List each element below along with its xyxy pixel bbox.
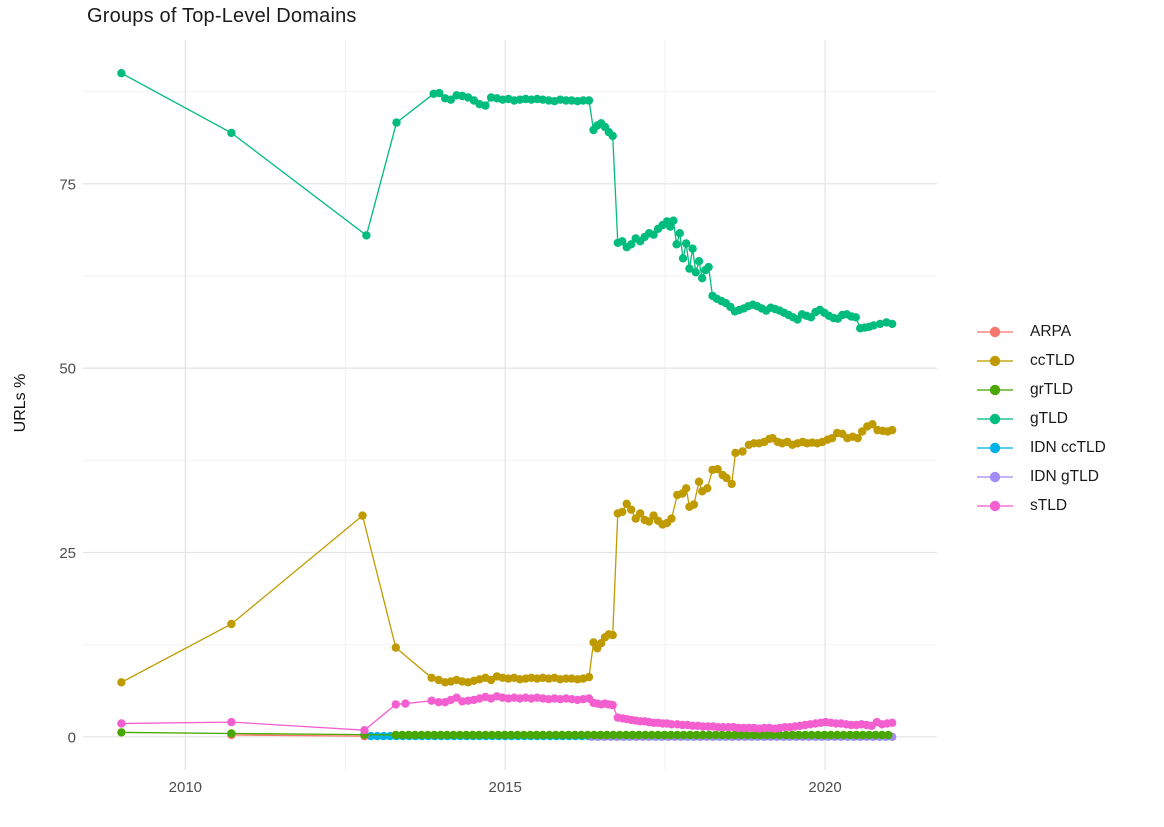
- legend-key-icon: [977, 471, 1013, 483]
- legend-key-icon: [977, 326, 1013, 338]
- legend-key-icon: [977, 442, 1013, 454]
- legend-label: ARPA: [1030, 323, 1072, 340]
- y-tick-label: 50: [59, 361, 76, 378]
- series-cctld: [117, 420, 897, 687]
- chart-title: Groups of Top-Level Domains: [87, 5, 357, 27]
- legend: ARPA ccTLD grTLD gTLD IDN ccTLD IDN gTLD sTLD: [977, 322, 1106, 525]
- series-stld: [117, 692, 897, 735]
- y-tick-label: 25: [59, 545, 76, 562]
- series-arpa: [227, 730, 369, 741]
- legend-label: gTLD: [1030, 410, 1068, 427]
- gridlines-minor: [83, 40, 937, 770]
- gridlines-major: [83, 40, 937, 770]
- legend-item-idn-cctld: IDN ccTLD: [977, 438, 1106, 458]
- legend-label: IDN ccTLD: [1030, 439, 1106, 456]
- legend-item-idn-gtld: IDN gTLD: [977, 467, 1106, 487]
- x-axis-tick-labels: 2010 2015 2020: [169, 779, 842, 796]
- y-axis-tick-labels: 0 25 50 75: [59, 176, 76, 746]
- x-tick-label: 2015: [489, 779, 522, 796]
- legend-label: IDN gTLD: [1030, 468, 1099, 485]
- legend-item-gtld: gTLD: [977, 409, 1106, 429]
- legend-item-stld: sTLD: [977, 496, 1106, 516]
- y-tick-label: 0: [68, 729, 76, 746]
- x-tick-label: 2010: [169, 779, 202, 796]
- legend-label: ccTLD: [1030, 352, 1075, 369]
- legend-label: grTLD: [1030, 381, 1074, 398]
- series-grtld: [117, 728, 893, 740]
- legend-key-icon: [977, 500, 1013, 512]
- x-tick-label: 2020: [808, 779, 841, 796]
- series-gtld: [117, 69, 897, 333]
- legend-key-icon: [977, 384, 1013, 396]
- legend-key-icon: [977, 413, 1013, 425]
- legend-label: sTLD: [1030, 497, 1068, 514]
- y-tick-label: 75: [59, 176, 76, 193]
- legend-item-cctld: ccTLD: [977, 351, 1106, 371]
- legend-item-grtld: grTLD: [977, 380, 1106, 400]
- legend-key-icon: [977, 355, 1013, 367]
- legend-item-arpa: ARPA: [977, 322, 1106, 342]
